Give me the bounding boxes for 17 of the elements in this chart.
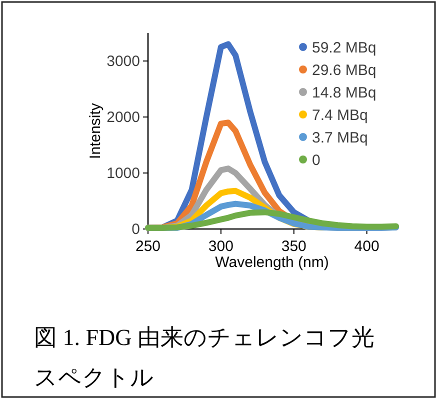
y-axis-title: Intensity — [87, 102, 104, 159]
legend-label: 3.7 MBq — [312, 130, 368, 146]
legend-label: 14.8 MBq — [312, 84, 376, 102]
x-tick-label: 350 — [281, 238, 306, 255]
legend-label: 59.2 MBq — [312, 40, 376, 56]
x-tick-label: 300 — [208, 238, 234, 255]
caption: 図 1. FDG 由来のチェレンコフ光スペクトル — [34, 324, 376, 392]
y-tick-label: 3000 — [106, 53, 140, 70]
legend-label: 0 — [312, 152, 320, 169]
y-tick-label: 0 — [132, 221, 140, 238]
y-tick-label: 1000 — [106, 165, 140, 182]
x-axis-title: Wavelength (nm) — [215, 254, 329, 271]
legend-label: 7.4 MBq — [312, 107, 368, 124]
x-tick-label: 250 — [135, 238, 161, 255]
y-tick-label: 2000 — [106, 109, 140, 126]
x-tick-label: 400 — [354, 238, 380, 255]
legend-label: 29.6 MBq — [312, 62, 376, 79]
